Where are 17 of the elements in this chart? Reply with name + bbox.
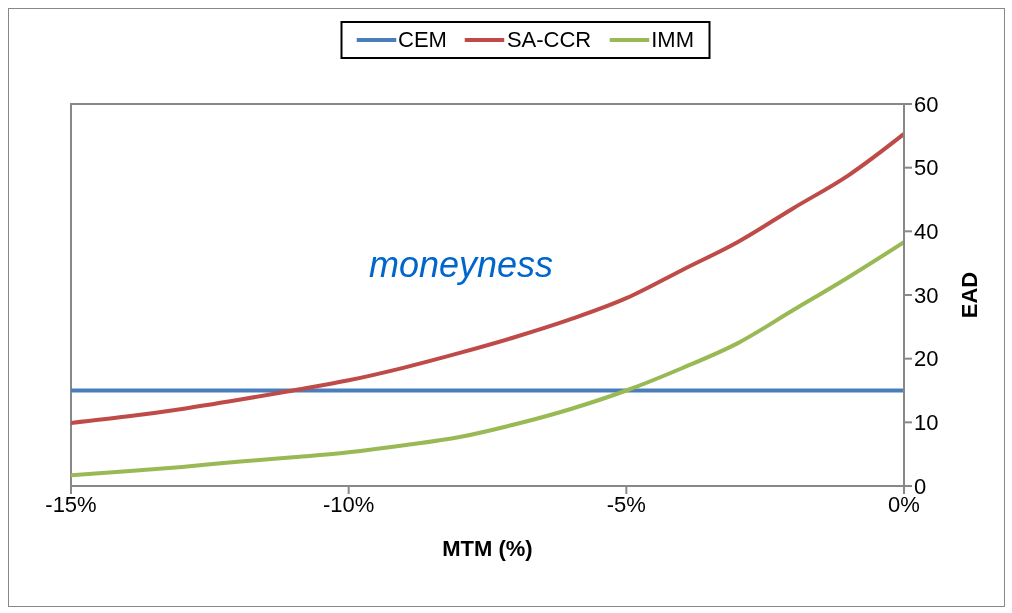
y-tick-label: 50 bbox=[914, 155, 939, 181]
x-tick-label: -5% bbox=[606, 491, 646, 517]
legend-label: SA-CCR bbox=[506, 27, 592, 53]
annotation: moneyness bbox=[369, 244, 554, 286]
legend-label: IMM bbox=[651, 27, 694, 53]
line-series bbox=[71, 131, 904, 425]
y-tick-label: 20 bbox=[914, 346, 939, 372]
y-tick-label: 10 bbox=[914, 410, 939, 436]
line-series bbox=[71, 240, 904, 478]
y-tick-label: 40 bbox=[914, 219, 939, 245]
x-tick-label: -10% bbox=[322, 491, 375, 517]
x-axis-title: MTM (%) bbox=[442, 536, 533, 561]
y-tick-label: 30 bbox=[914, 282, 939, 308]
legend-label: CEM bbox=[398, 27, 447, 53]
y-tick-label: 60 bbox=[914, 91, 939, 117]
y-axis-title: EAD bbox=[956, 271, 982, 319]
x-tick-label: -15% bbox=[45, 491, 97, 517]
